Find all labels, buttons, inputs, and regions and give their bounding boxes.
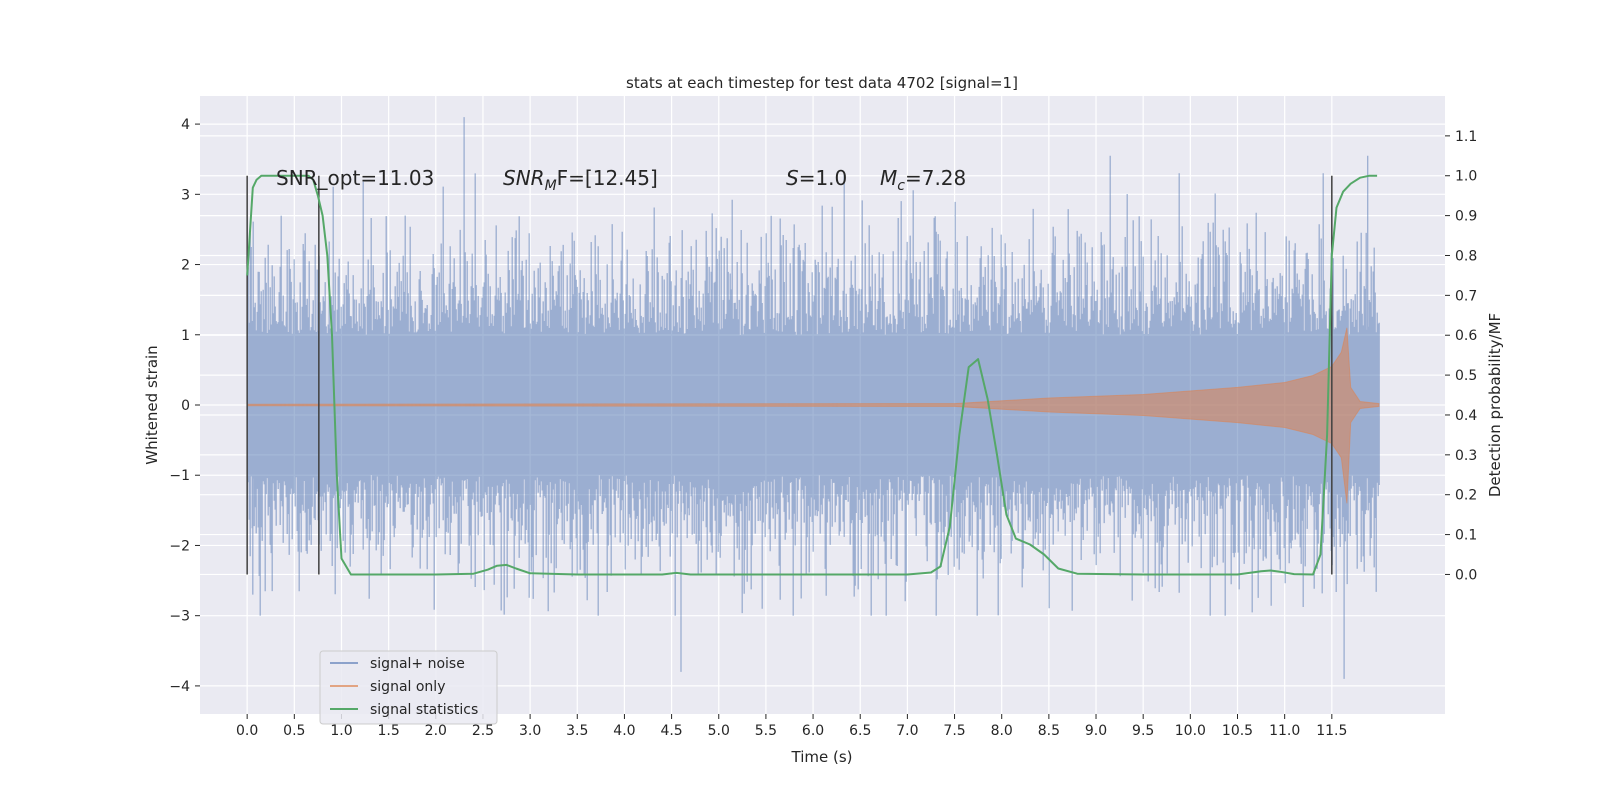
legend-label-stats: signal statistics [370, 702, 478, 718]
x-tick-label: 2.0 [425, 723, 447, 739]
x-tick-label: 11.0 [1269, 723, 1300, 739]
chart-title: stats at each timestep for test data 470… [626, 74, 1018, 92]
y-tick-label: −4 [169, 679, 190, 695]
y-tick-label: 4 [181, 117, 190, 133]
series-area-signal-only [246, 327, 1380, 504]
y-axis-title: Whitened strain [143, 345, 161, 464]
x-tick-label: 4.0 [613, 723, 635, 739]
annotation-snr-mf-value: F=[12.45] [557, 166, 658, 190]
x-tick-label: 6.0 [802, 723, 824, 739]
y2-tick-label: 0.4 [1455, 408, 1477, 424]
series-line-signal-statistics [246, 174, 1378, 576]
x-tick-label: 6.5 [849, 723, 871, 739]
x-tick-label: 1.5 [378, 723, 400, 739]
annotation-s-symbol: S [786, 166, 799, 190]
x-tick-label: 5.5 [755, 723, 777, 739]
x-axis-title: Time (s) [791, 748, 853, 766]
x-tick-label: 8.5 [1038, 723, 1060, 739]
x-tick-label: 2.5 [472, 723, 494, 739]
x-tick-label: 3.0 [519, 723, 541, 739]
y-tick-label: 2 [181, 258, 190, 274]
y2-tick-label: 1.1 [1455, 129, 1477, 145]
y2-tick-label: 0.1 [1455, 528, 1477, 544]
x-tick-label: 3.5 [566, 723, 588, 739]
y-tick-label: 3 [181, 187, 190, 203]
annotation-snr-mf-symbol: SNR [503, 166, 545, 190]
y-tick-label: −3 [169, 609, 190, 625]
annotation-mc-value: =7.28 [905, 166, 966, 190]
legend-box [319, 650, 498, 725]
y-tick-label: −1 [169, 468, 190, 484]
y2-tick-label: 0.2 [1455, 488, 1477, 504]
annotation-mc-symbol: M [880, 166, 897, 190]
y2-axis-title: Detection probability/MF [1486, 313, 1504, 497]
y-tick-label: 1 [181, 328, 190, 344]
annotation-mc: Mc=7.28 [880, 166, 966, 194]
annotations: SNR_opt=11.03 SNRMF=[12.45] S=1.0 Mc=7.2… [276, 166, 966, 194]
x-tick-label: 9.5 [1132, 723, 1154, 739]
y2-tick-label: 0.3 [1455, 448, 1477, 464]
x-tick-label: 8.0 [991, 723, 1013, 739]
annotation-mc-subscript: c [897, 178, 905, 194]
y2-tick-label: 0.7 [1455, 288, 1477, 304]
y-tick-label: 0 [181, 398, 190, 414]
x-tick-label: 9.0 [1085, 723, 1107, 739]
annotation-snr-opt: SNR_opt=11.03 [276, 166, 434, 190]
x-tick-label: 1.0 [330, 723, 352, 739]
y2-tick-label: 0.8 [1455, 248, 1477, 264]
x-tick-label: 10.5 [1222, 723, 1253, 739]
y2-tick-label: 0.6 [1455, 328, 1477, 344]
x-tick-label: 5.0 [708, 723, 730, 739]
legend: signal+ noise signal only signal statist… [319, 650, 498, 725]
annotation-s-value: =1.0 [799, 166, 848, 190]
y2-tick-label: 0.9 [1455, 209, 1477, 225]
x-tick-label: 0.0 [236, 723, 258, 739]
y2-tick-label: 0.0 [1455, 567, 1477, 583]
annotation-s: S=1.0 [786, 166, 847, 190]
annotation-snr-mf-subscript: M [545, 178, 557, 194]
legend-label-noise: signal+ noise [370, 656, 465, 672]
x-tick-label: 11.5 [1316, 723, 1347, 739]
legend-label-signal: signal only [370, 679, 445, 695]
y2-tick-label: 1.0 [1455, 169, 1477, 185]
x-tick-label: 0.5 [283, 723, 305, 739]
annotation-snr-mf: SNRMF=[12.45] [503, 166, 658, 194]
x-tick-label: 7.5 [943, 723, 965, 739]
y2-tick-label: 0.5 [1455, 368, 1477, 384]
x-tick-label: 10.0 [1175, 723, 1206, 739]
x-tick-label: 4.5 [660, 723, 682, 739]
x-tick-label: 7.0 [896, 723, 918, 739]
y-tick-label: −2 [169, 538, 190, 554]
